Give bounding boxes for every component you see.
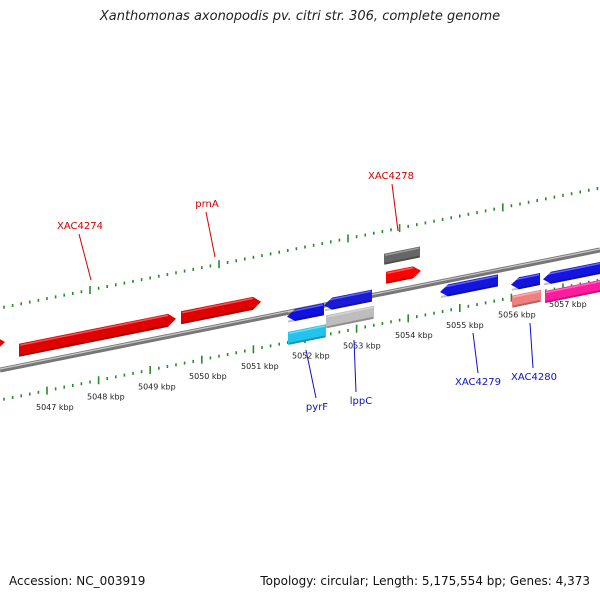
- label-XAC4278: XAC4278: [368, 171, 414, 182]
- gene-arrow-XAC4274-shine: [19, 314, 169, 346]
- scale-labels: 5047 kbp 5048 kbp 5049 kbp 5050 kbp 5051 kbp…: [36, 300, 587, 412]
- label-prnA: prnA: [195, 199, 219, 210]
- label-XAC4278-leader: [391, 183, 399, 232]
- label-lppC-leader: [353, 339, 357, 393]
- label-pyrF-leader: [305, 349, 317, 399]
- gene-arrow-XAC4278-shadow: [384, 255, 420, 265]
- gene-arrow-blue-4-shine: [543, 262, 600, 276]
- gene-arrow-XAC4279-shadow: [440, 284, 498, 298]
- scale-label: 5049 kbp: [138, 382, 176, 391]
- scale-label: 5053 kbp: [343, 341, 381, 350]
- label-XAC4274-leader: [78, 233, 92, 281]
- gene-arrow-edge: [0, 339, 5, 347]
- gene-arrow-blue-2: [324, 289, 372, 312]
- gene-arrow-cyan-body: [288, 324, 326, 345]
- label-XAC4279: XAC4279: [455, 377, 501, 388]
- gene-arrow-blue-4: [543, 262, 600, 286]
- gene-arrow-pink-shine: [545, 280, 600, 294]
- gene-arrow-pink-body: [545, 280, 600, 303]
- gene-arrow-red-small-shine: [386, 267, 414, 275]
- gene-arrow-XAC4278: [384, 246, 420, 265]
- gene-arrow-cyan-shine: [288, 325, 326, 335]
- gene-arrow-lppC-shine: [326, 306, 374, 318]
- gene-arrow-XAC4274-body: [19, 313, 176, 357]
- gene-arrow-cyan: [288, 324, 326, 345]
- gene-arrow-blue-2-shadow: [324, 299, 372, 312]
- gene-arrow-blue-3-shadow: [511, 283, 540, 291]
- gene-arrow-XAC4280-shine: [512, 290, 541, 298]
- gene-arrow-lppC: [326, 305, 374, 329]
- gene-arrow-red-small-shadow: [386, 276, 414, 284]
- gene-arrow-pink: [545, 280, 600, 303]
- gene-arrow-XAC4278-body: [384, 246, 420, 265]
- gene-arrow-blue-3-shine: [511, 273, 540, 282]
- label-prnA-leader: [205, 211, 216, 258]
- gene-arrow-cyan-shadow: [288, 335, 326, 345]
- gene-arrow-blue-2-shine: [324, 290, 372, 302]
- gene-arrow-blue-3-body: [511, 273, 540, 290]
- gene-arrow-lppC-body: [326, 305, 374, 329]
- genome-stats: Topology: circular; Length: 5,175,554 bp…: [260, 574, 590, 588]
- gene-arrow-prnA: [181, 296, 261, 325]
- gene-arrow-prnA-body: [181, 296, 261, 325]
- gene-arrow-XAC4279: [440, 274, 498, 298]
- label-XAC4280: XAC4280: [511, 372, 557, 383]
- label-XAC4274: XAC4274: [57, 221, 103, 232]
- scale-label: 5056 kbp: [498, 310, 536, 319]
- scale-label: 5048 kbp: [87, 393, 125, 402]
- gene-arrow-pyrF: [287, 303, 324, 323]
- scale-label: 5057 kbp: [549, 300, 587, 309]
- genome-title: Xanthomonas axonopodis pv. citri str. 30…: [99, 9, 501, 24]
- gene-arrow-XAC4280-body: [512, 289, 541, 308]
- gene-arrow-red-small: [386, 266, 421, 284]
- gene-arrow-lppC-shadow: [326, 316, 374, 329]
- gene-arrow-pyrF-body: [287, 303, 324, 321]
- gene-arrow-pyrF-shadow: [287, 313, 324, 323]
- scale-label: 5052 kbp: [292, 352, 330, 361]
- gene-arrow-blue-4-body: [543, 262, 600, 284]
- gene-arrow-XAC4274-shadow: [19, 324, 169, 357]
- gene-arrow-prnA-shadow: [181, 307, 254, 325]
- gene-arrow-prnA-shine: [181, 297, 254, 314]
- scale-label: 5054 kbp: [395, 331, 433, 340]
- scale-label: 5051 kbp: [241, 362, 279, 371]
- gene-arrow-XAC4278-shine: [384, 247, 420, 256]
- gene-arrow-blue-4-shadow: [543, 271, 600, 286]
- label-XAC4280-leader: [529, 322, 534, 369]
- upper-tick-track: [3, 187, 599, 309]
- label-lppC: lppC: [350, 396, 372, 407]
- gene-arrow-pyrF-shine: [287, 304, 324, 313]
- scale-label: 5050 kbp: [189, 372, 227, 381]
- gene-arrow-XAC4280: [512, 289, 541, 308]
- gene-arrow-pink-shadow: [545, 289, 600, 303]
- label-XAC4279-leader: [472, 332, 479, 374]
- gene-arrow-XAC4274: [19, 313, 176, 357]
- gene-arrow-red-small-body: [386, 266, 421, 284]
- gene-arrow-XAC4279-shine: [440, 275, 498, 289]
- scale-label: 5047 kbp: [36, 403, 74, 412]
- gene-arrow-XAC4279-body: [440, 274, 498, 297]
- gene-arrow-blue-3: [511, 273, 540, 291]
- gene-arrow-blue-2-body: [324, 289, 372, 310]
- gene-arrow-edge-body: [0, 339, 5, 347]
- accession-label: Accession: NC_003919: [9, 574, 146, 588]
- gene-arrow-XAC4280-shadow: [512, 300, 541, 308]
- scale-label: 5055 kbp: [446, 321, 484, 330]
- label-pyrF: pyrF: [306, 402, 328, 413]
